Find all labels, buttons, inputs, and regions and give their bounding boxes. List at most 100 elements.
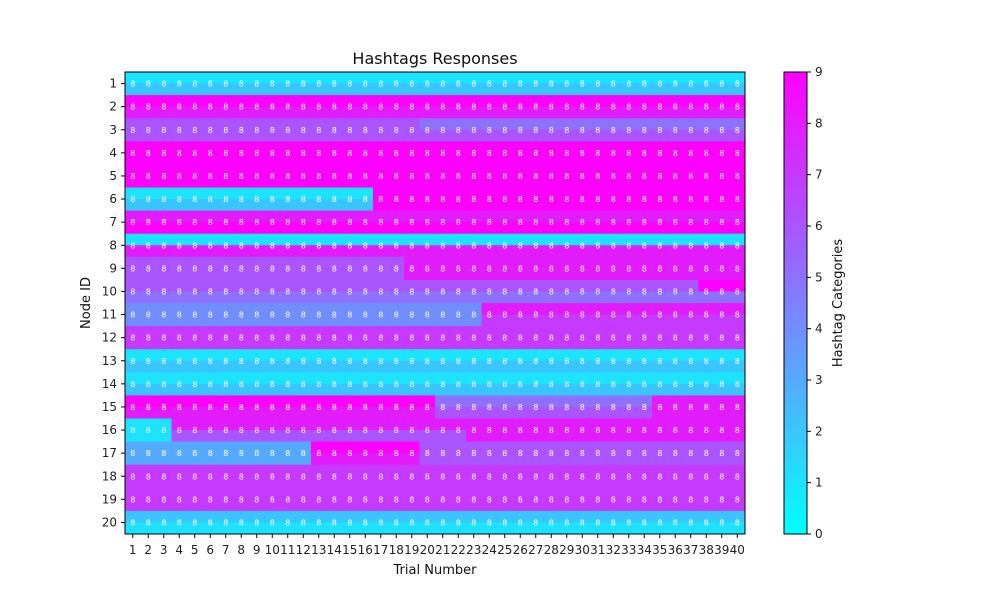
heat-cell-10-1-bottom [125,291,699,304]
cell-label: 8 [580,195,585,204]
cell-label: 8 [177,311,182,320]
cell-label: 8 [673,80,678,89]
x-tick-label: 23 [466,543,481,557]
cell-label: 8 [254,80,259,89]
cell-label: 8 [704,426,709,435]
cell-label: 8 [301,287,306,296]
cell-label: 8 [564,495,569,504]
heat-cell-16-3-bottom [466,430,746,443]
cell-label: 8 [347,311,352,320]
cell-label: 8 [409,195,414,204]
cell-label: 8 [564,218,569,227]
heat-cell-15-1-top [125,395,436,408]
cell-label: 8 [208,264,213,273]
cell-label: 8 [642,311,647,320]
cell-label: 8 [409,472,414,481]
cell-label: 8 [626,311,631,320]
cell-label: 8 [688,218,693,227]
cell-label: 8 [657,287,662,296]
heat-cell-17-3-top [419,441,746,454]
cell-label: 8 [549,426,554,435]
heat-cell-3-2-top [419,118,746,131]
cell-label: 8 [332,241,337,250]
cell-label: 8 [223,103,228,112]
cell-label: 8 [316,126,321,135]
cell-label: 8 [688,449,693,458]
cell-label: 8 [285,264,290,273]
cell-label: 8 [270,449,275,458]
x-tick-label: 37 [683,543,698,557]
cell-label: 8 [719,518,724,527]
cell-label: 8 [533,311,538,320]
cell-label: 8 [301,357,306,366]
y-tick-label: 18 [102,469,117,483]
cell-label: 8 [208,357,213,366]
cell-label: 8 [270,518,275,527]
cell-label: 8 [177,357,182,366]
cell-label: 8 [549,218,554,227]
cell-label: 8 [580,287,585,296]
cell-label: 8 [471,357,476,366]
y-tick-label: 17 [102,446,117,460]
cell-label: 8 [409,311,414,320]
heat-cell-3-1-bottom [125,129,420,142]
y-tick-label: 12 [102,331,117,345]
cell-label: 8 [254,518,259,527]
cell-label: 8 [673,334,678,343]
cell-label: 8 [254,495,259,504]
cell-label: 8 [456,126,461,135]
cell-label: 8 [518,149,523,158]
cell-label: 8 [471,334,476,343]
cell-label: 8 [673,518,678,527]
heat-cell-1-1-top [125,72,746,85]
cell-label: 8 [425,518,430,527]
cell-label: 8 [487,264,492,273]
cell-label: 8 [719,80,724,89]
cell-label: 8 [735,495,740,504]
cell-label: 8 [285,80,290,89]
heat-cell-14-1-top [125,372,746,385]
cell-label: 8 [285,357,290,366]
cell-label: 8 [611,218,616,227]
plot-frame [124,71,746,535]
cell-label: 8 [239,403,244,412]
cell-label: 8 [239,380,244,389]
cell-label: 8 [487,218,492,227]
cell-label: 8 [378,311,383,320]
cell-label: 8 [549,172,554,181]
cell-label: 8 [192,126,197,135]
cell-label: 8 [502,149,507,158]
cell-label: 8 [239,287,244,296]
cell-label: 8 [642,172,647,181]
cell-label: 8 [394,149,399,158]
x-tick-label: 16 [358,543,373,557]
cell-label: 8 [502,426,507,435]
cell-label: 8 [657,195,662,204]
cell-label: 8 [270,80,275,89]
cell-label: 8 [673,126,678,135]
y-tick-label: 6 [109,192,117,206]
cell-label: 8 [704,241,709,250]
cell-label: 8 [409,449,414,458]
cell-label: 8 [208,218,213,227]
cell-label: 8 [130,241,135,250]
cell-label: 8 [223,172,228,181]
cell-label: 8 [704,403,709,412]
cell-label: 8 [192,518,197,527]
cell-label: 8 [347,103,352,112]
cell-label: 8 [161,495,166,504]
cell-label: 8 [378,380,383,389]
cell-label: 8 [564,380,569,389]
cell-label: 8 [642,126,647,135]
cell-label: 8 [146,380,151,389]
cell-label: 8 [487,380,492,389]
cell-label: 8 [580,103,585,112]
cell-label: 8 [394,334,399,343]
cell-label: 8 [208,172,213,181]
x-tick-label: 39 [714,543,729,557]
x-tick-label: 17 [373,543,388,557]
cell-label: 8 [518,426,523,435]
x-tick-label: 7 [222,543,230,557]
cell-label: 8 [518,403,523,412]
cell-label: 8 [394,495,399,504]
